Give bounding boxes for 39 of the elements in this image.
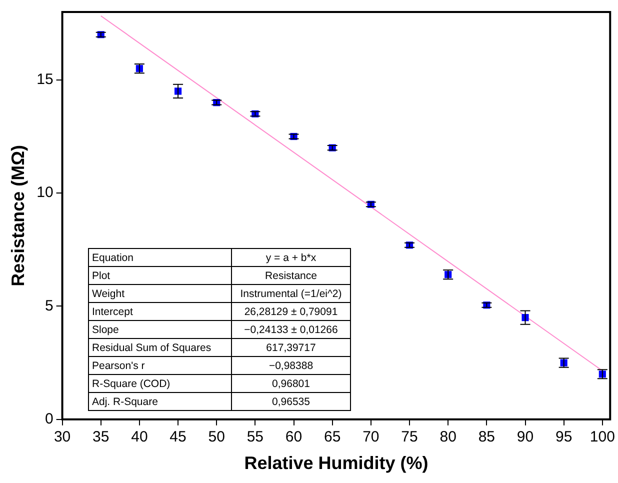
y-tick-label: 5	[44, 297, 54, 314]
x-tick-label: 85	[478, 428, 496, 446]
x-tick-label: 65	[324, 428, 341, 446]
annotation: Pearson's r	[88, 356, 232, 374]
annotation: Weight	[88, 284, 232, 302]
x-tick-label: 50	[208, 428, 225, 446]
annotation: −0,24133 ± 0,01266	[232, 320, 350, 338]
annotation: 26,28129 ± 0,79091	[232, 302, 350, 320]
x-tick-label: 30	[54, 428, 71, 446]
x-axis-title: Relative Humidity (%)	[244, 453, 428, 474]
x-tick-label: 45	[170, 428, 186, 446]
annotation: y = a + b*x	[232, 248, 350, 266]
y-tick-label: 0	[44, 410, 54, 428]
annotation: 0,96801	[232, 374, 350, 392]
annotation: Resistance	[232, 266, 350, 284]
x-tick-label: 80	[440, 428, 456, 446]
annotation: −0,98388	[232, 356, 350, 374]
x-tick-label: 35	[92, 428, 110, 446]
x-tick-label: 70	[362, 428, 380, 446]
annotation: Adj. R-Square	[88, 392, 232, 410]
annotation: 617,39717	[232, 338, 350, 356]
x-tick-label: 90	[516, 428, 534, 446]
x-tick-label: 60	[285, 428, 302, 446]
y-tick-label: 10	[36, 184, 54, 202]
x-tick-label: 40	[131, 428, 148, 446]
annotation: Intercept	[88, 302, 232, 320]
x-tick-label: 100	[590, 428, 615, 446]
annotation: Residual Sum of Squares	[88, 338, 232, 356]
annotation: Plot	[88, 266, 232, 284]
x-tick-label: 55	[246, 428, 264, 446]
x-tick-label: 75	[401, 428, 418, 446]
y-axis-title: Resistance (MΩ)	[8, 144, 28, 286]
x-tick-label: 95	[555, 428, 572, 446]
annotation: Equation	[88, 248, 232, 266]
annotation: 0,96535	[232, 392, 350, 410]
annotation: Slope	[88, 320, 232, 338]
annotation: Instrumental (=1/ei^2)	[232, 284, 350, 302]
annotation: R-Square (COD)	[88, 374, 232, 392]
y-tick-label: 15	[36, 71, 54, 88]
